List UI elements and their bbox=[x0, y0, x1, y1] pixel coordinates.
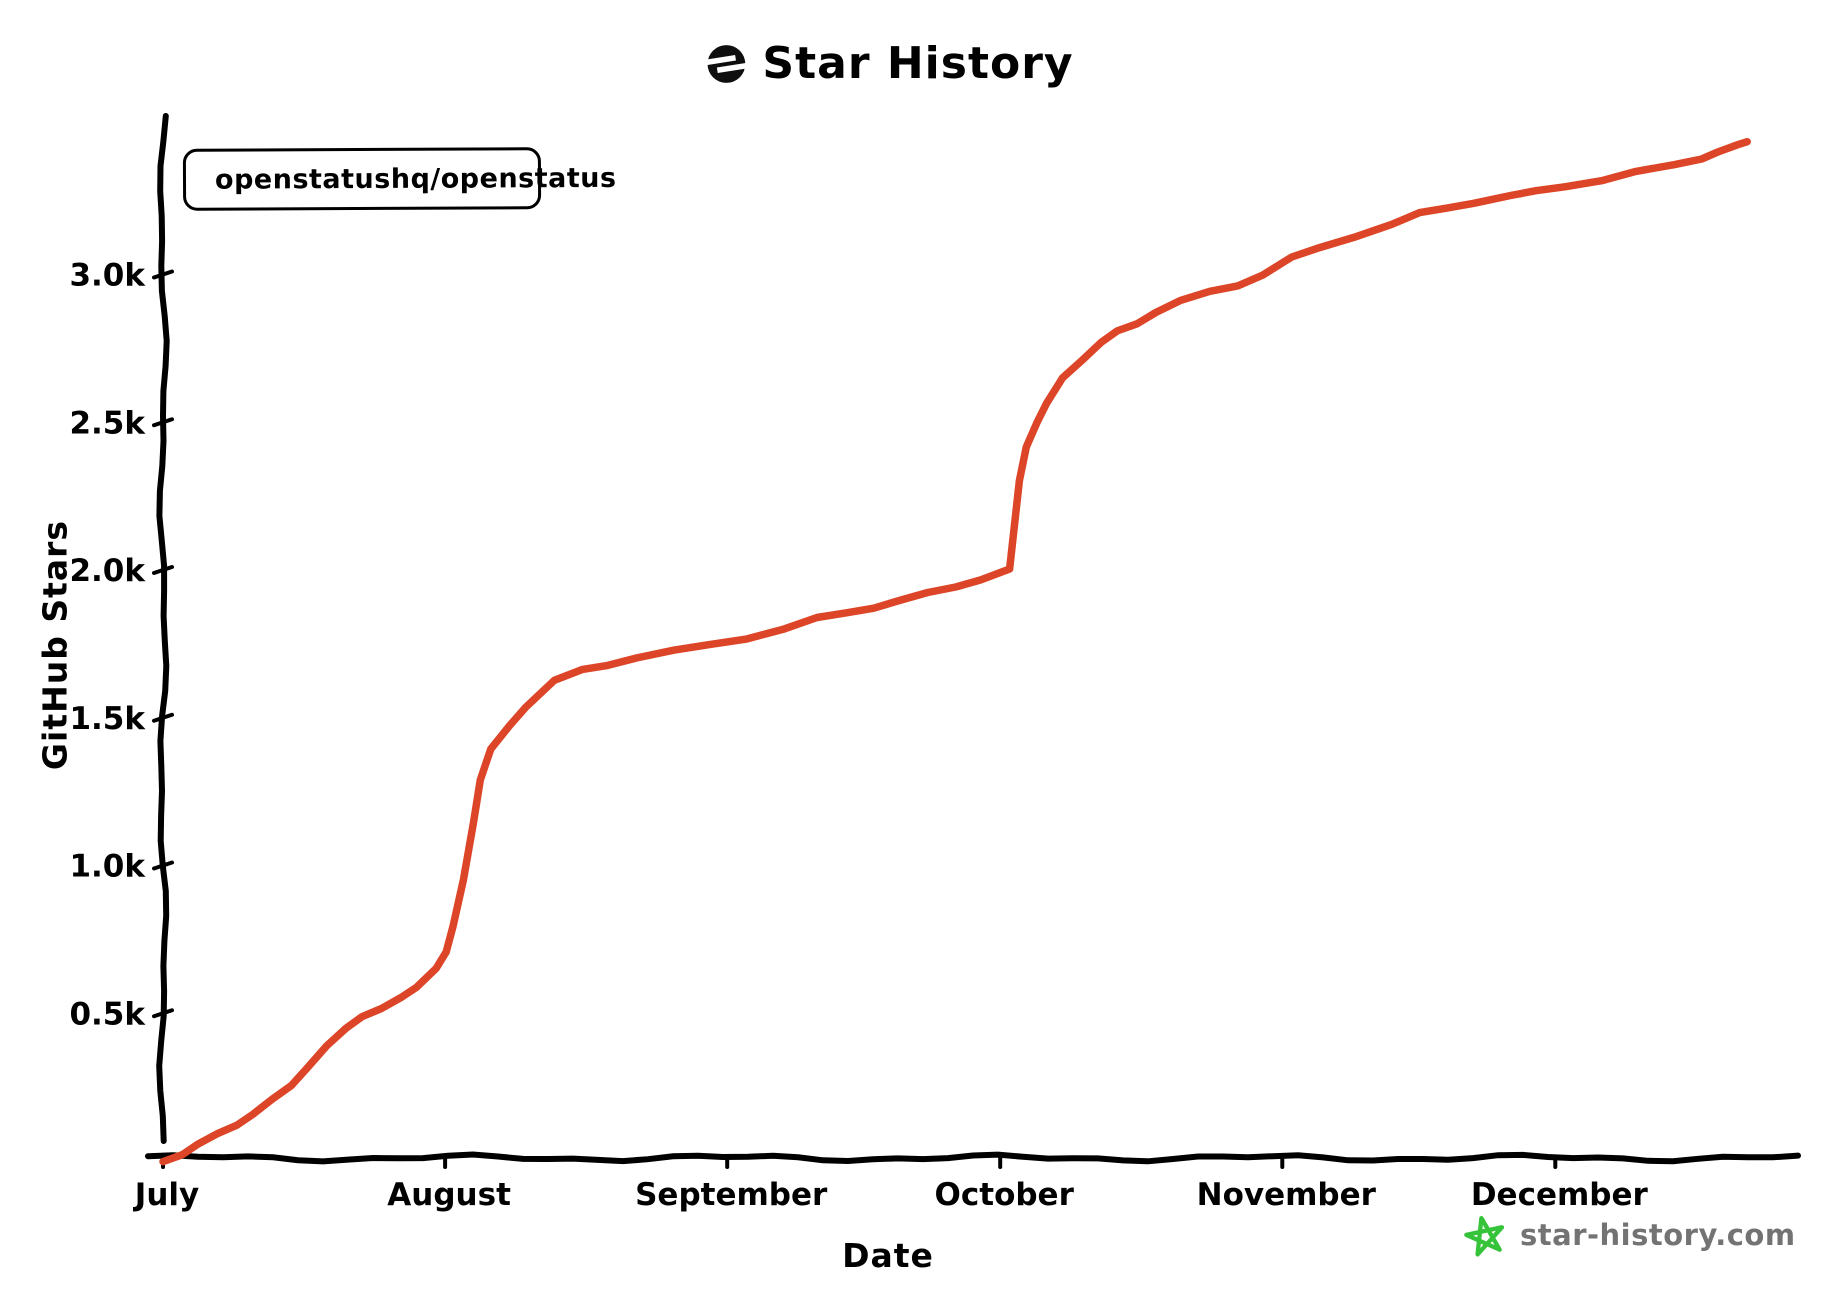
y-axis-line bbox=[156, 113, 170, 1144]
y-tick bbox=[152, 1008, 174, 1019]
y-tick bbox=[152, 712, 174, 723]
y-tick-label: 1.5k bbox=[69, 701, 146, 737]
legend-series-label: openstatushq/openstatus bbox=[214, 162, 617, 196]
y-tick bbox=[152, 417, 174, 428]
x-axis-title: Date bbox=[842, 1236, 934, 1275]
x-tick-label: November bbox=[1197, 1177, 1377, 1213]
y-tick bbox=[152, 860, 174, 871]
watermark[interactable]: star-history.com bbox=[1462, 1212, 1796, 1258]
x-axis-line bbox=[145, 1151, 1801, 1165]
star-history-logo-icon bbox=[706, 44, 747, 83]
chart-title-block: Star History bbox=[706, 38, 1073, 89]
watermark-link-text: star-history.com bbox=[1520, 1218, 1796, 1252]
y-tick-label: 0.5k bbox=[69, 996, 146, 1032]
y-axis-title: GitHub Stars bbox=[35, 519, 75, 771]
y-tick-label: 1.0k bbox=[69, 849, 146, 885]
x-tick-label: July bbox=[133, 1177, 199, 1213]
y-tick bbox=[152, 269, 174, 280]
y-tick-label: 3.0k bbox=[69, 258, 146, 294]
y-tick bbox=[152, 565, 174, 575]
legend[interactable]: openstatushq/openstatus bbox=[182, 147, 617, 211]
green-star-icon bbox=[1464, 1215, 1505, 1257]
series-line-openstatus bbox=[159, 137, 1751, 1166]
page-title: Star History bbox=[762, 38, 1074, 89]
x-tick-label: October bbox=[935, 1177, 1075, 1213]
y-tick-label: 2.0k bbox=[69, 553, 146, 589]
x-tick-label: December bbox=[1471, 1177, 1649, 1213]
x-tick-label: September bbox=[635, 1177, 828, 1213]
x-tick-label: August bbox=[387, 1177, 511, 1213]
y-tick-label: 2.5k bbox=[69, 405, 146, 441]
